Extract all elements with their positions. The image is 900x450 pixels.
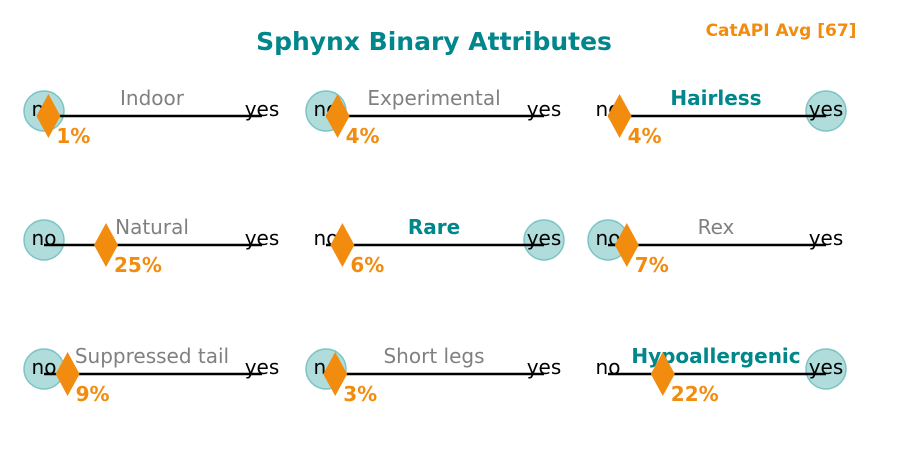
- yes-label: yes: [527, 226, 562, 250]
- selected-value-circle: [23, 219, 65, 261]
- attribute-label: Short legs: [383, 344, 484, 368]
- average-percent-label: 9%: [76, 382, 110, 406]
- selected-value-circle: [805, 348, 847, 390]
- average-percent-label: 25%: [114, 253, 162, 277]
- attribute-panel-natural: Natural no yes 25%: [23, 215, 280, 277]
- yes-label: yes: [527, 97, 562, 121]
- no-label: no: [32, 355, 57, 379]
- attribute-label: Suppressed tail: [75, 344, 229, 368]
- catapi-average-badge: CatAPI Avg [67]: [706, 21, 857, 41]
- average-marker: [323, 352, 348, 396]
- average-percent-label: 7%: [635, 253, 669, 277]
- yes-label: yes: [245, 226, 280, 250]
- average-marker: [55, 352, 80, 396]
- average-percent-label: 22%: [671, 382, 719, 406]
- yes-label: yes: [527, 355, 562, 379]
- yes-label: yes: [809, 226, 844, 250]
- average-marker: [607, 94, 632, 138]
- no-label: no: [32, 226, 57, 250]
- average-marker: [36, 94, 61, 138]
- average-marker: [330, 223, 355, 267]
- selected-value-circle: [805, 90, 847, 132]
- attribute-panels: Indoor no yes 1% Experimental no yes 4% Hairless…: [23, 86, 847, 406]
- average-marker: [614, 223, 639, 267]
- attribute-panel-indoor: Indoornoyes1%: [23, 86, 280, 148]
- attribute-label: Rare: [408, 215, 460, 239]
- average-percent-label: 1%: [56, 124, 90, 148]
- attribute-label: Hairless: [670, 86, 761, 110]
- yes-label: yes: [809, 355, 844, 379]
- no-label: no: [596, 355, 621, 379]
- attribute-panel-suppressed-tail: Suppressed tail no yes 9%: [23, 344, 280, 406]
- chart-title: Sphynx Binary Attributes: [256, 27, 612, 56]
- attribute-label: Indoor: [120, 86, 185, 110]
- yes-label: yes: [809, 97, 844, 121]
- average-marker: [325, 94, 350, 138]
- average-marker: [94, 223, 118, 267]
- yes-label: yes: [245, 355, 280, 379]
- average-percent-label: 4%: [346, 124, 380, 148]
- attribute-label: Experimental: [367, 86, 500, 110]
- average-marker: [650, 352, 675, 396]
- attribute-label: Natural: [115, 215, 189, 239]
- selected-value-circle: [523, 219, 565, 261]
- yes-label: yes: [245, 97, 280, 121]
- average-percent-label: 4%: [628, 124, 662, 148]
- average-percent-label: 3%: [343, 382, 377, 406]
- attribute-label: Rex: [698, 215, 735, 239]
- average-percent-label: 6%: [350, 253, 384, 277]
